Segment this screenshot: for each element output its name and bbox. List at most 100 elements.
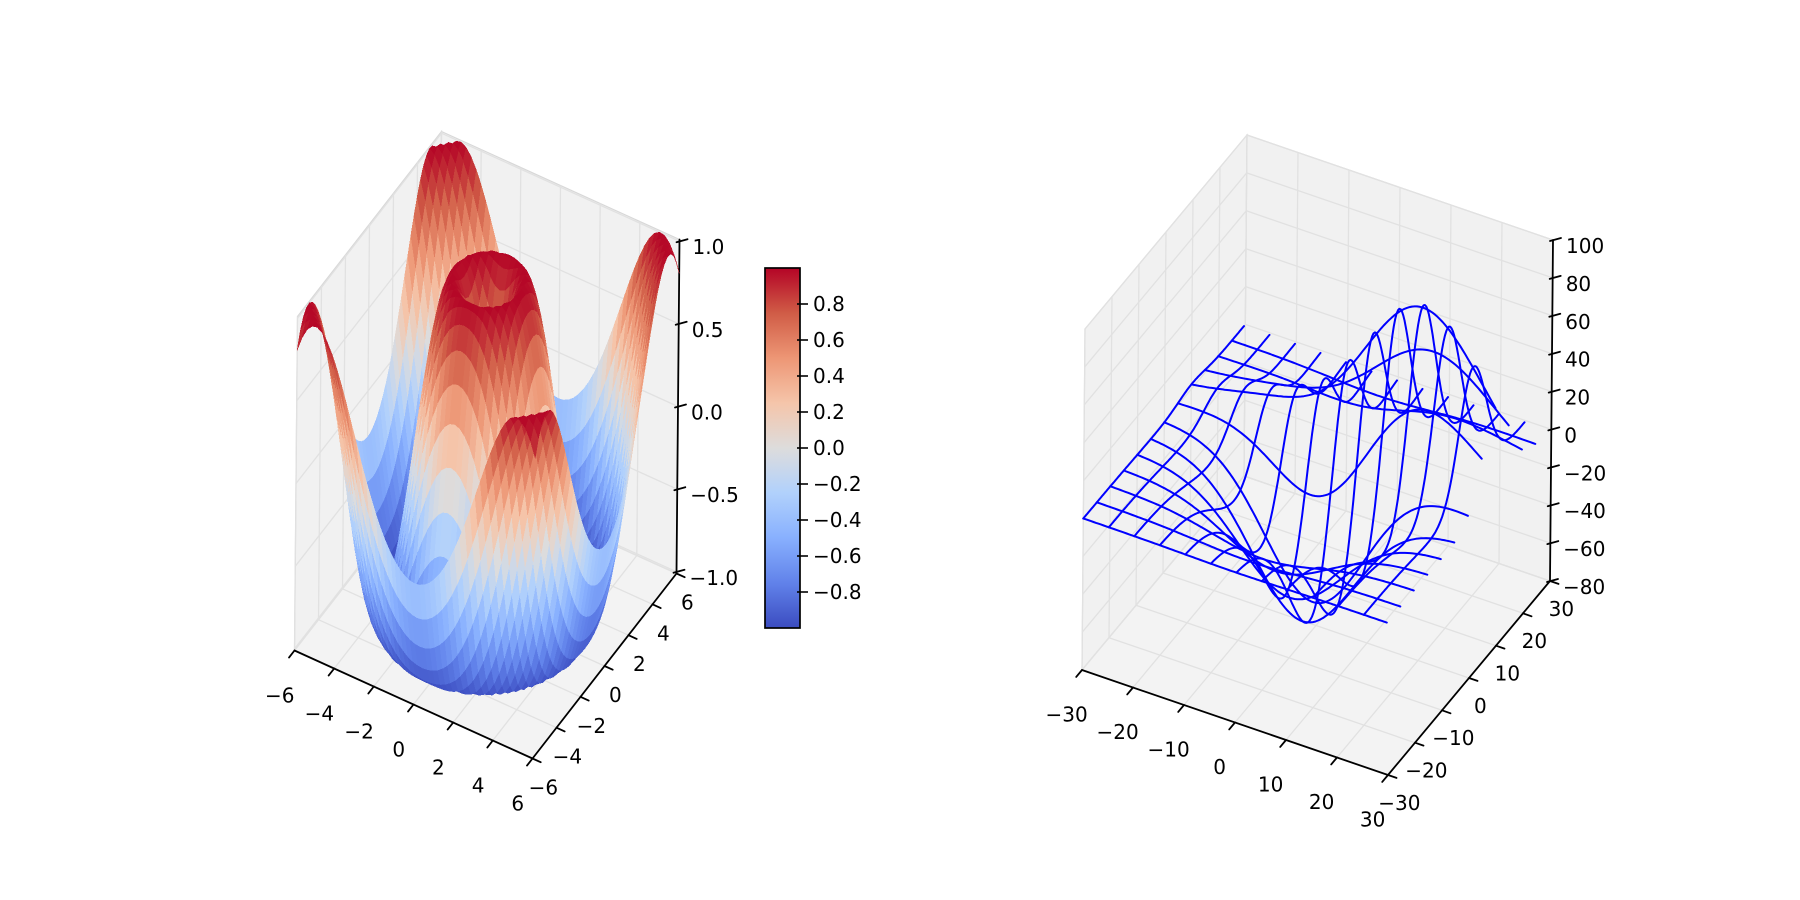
z-tick-label: −60 [1563, 537, 1605, 561]
x-tick [367, 685, 375, 695]
z-tick [1546, 578, 1559, 583]
surface-mesh [296, 140, 680, 696]
z-tick-label: −0.5 [690, 483, 739, 507]
x-tick [486, 739, 494, 749]
y-tick-label: 20 [1522, 629, 1547, 653]
x-tick [1126, 686, 1134, 696]
grid-line [1135, 264, 1140, 606]
grid-line [1083, 248, 1247, 444]
grid-line [296, 132, 443, 319]
z-tick [672, 568, 686, 574]
grid-line [1345, 169, 1350, 512]
z-tick [673, 486, 687, 492]
x-tick-label: 0 [1213, 755, 1226, 779]
z-tick-label: 80 [1566, 272, 1591, 296]
x-tick-label: −2 [344, 719, 373, 743]
wireframe-mesh [1082, 304, 1537, 624]
axes-panes [1080, 133, 1554, 776]
grid-line [1245, 285, 1552, 393]
y-tick-label: 2 [633, 652, 646, 676]
colorbar-tick-label: −0.2 [813, 472, 862, 496]
wireframe-line [1107, 333, 1271, 529]
x-tick-label: 10 [1258, 772, 1283, 796]
x-tick-label: −6 [265, 683, 294, 707]
wireframe-line [1235, 358, 1398, 624]
colorbar: 0.8 0.6 0.4 0.2 0.0 −0.2 −0.4 −0.6 −0.8 [764, 267, 862, 629]
x-tick-label: 6 [511, 791, 524, 815]
grid-line [1083, 286, 1247, 482]
x-tick [1075, 669, 1083, 678]
y-tick-label: 6 [681, 591, 694, 615]
x-tick [1330, 756, 1338, 766]
y-tick-label: 30 [1549, 597, 1574, 621]
y-tick [675, 572, 686, 579]
colorbar-tick-label: 0.2 [813, 400, 845, 424]
z-tick-label: −20 [1564, 461, 1606, 485]
x-tick [1381, 774, 1389, 783]
y-tick-label: 10 [1495, 662, 1520, 686]
y-tick [1414, 741, 1425, 747]
y-tick-label: −10 [1432, 726, 1474, 750]
x-tick-label: 2 [432, 755, 445, 779]
y-tick [603, 665, 614, 671]
y-tick-label: 4 [657, 621, 670, 645]
z-tick [1547, 464, 1560, 470]
z-tick [1548, 312, 1562, 318]
z-tick-label: −80 [1563, 575, 1605, 599]
grid-line [1108, 296, 1113, 638]
x-tick [407, 703, 415, 713]
x-tick [327, 667, 336, 677]
z-tick [674, 403, 687, 409]
wireframe-line [1311, 304, 1475, 599]
wireframe-line [1337, 325, 1500, 608]
grid-line [1135, 604, 1443, 711]
colorbar-tick-label: 0.4 [813, 364, 845, 388]
z-tick [674, 320, 688, 326]
wireframe-line [1133, 342, 1296, 538]
grid-line [1189, 199, 1194, 541]
colorbar-tick-label: −0.6 [813, 544, 862, 568]
grid-line [1243, 475, 1551, 582]
x-tick-label: 30 [1360, 807, 1385, 831]
grid-line [1294, 152, 1299, 494]
grid-line [1083, 210, 1247, 406]
x-tick [526, 757, 534, 767]
y-tick [1495, 644, 1506, 650]
z-tick [1547, 388, 1561, 394]
grid-line [1082, 361, 1246, 557]
grid-line [1246, 210, 1553, 317]
wireframe-line [1158, 351, 1322, 547]
x-tick-label: 20 [1309, 790, 1334, 814]
wireframe-plot: −30−20−100102030−30−20−100102030−80−60−4… [1045, 133, 1606, 831]
x-tick [1279, 739, 1287, 748]
grid-line [1162, 572, 1470, 679]
x-tick-label: −20 [1096, 720, 1138, 744]
y-tick [1441, 709, 1452, 715]
grid-line [1498, 222, 1503, 564]
y-tick [531, 757, 542, 764]
z-tick [1547, 426, 1561, 432]
wireframe-line [1286, 307, 1449, 591]
y-tick-label: −6 [529, 776, 558, 800]
z-tick-label: 0 [1564, 423, 1577, 447]
wireframe-line [1209, 370, 1373, 600]
grid-line [1081, 328, 1086, 671]
x-tick [1177, 704, 1185, 713]
grid-line [1082, 399, 1246, 595]
grid-line [1246, 172, 1553, 279]
y-tick-label: 0 [1474, 694, 1487, 718]
y-tick-label: −20 [1405, 759, 1447, 783]
z-axis-line [1549, 239, 1554, 582]
grid-line [1243, 134, 1248, 477]
grid-line [1396, 187, 1401, 529]
x-tick [446, 721, 455, 731]
grid-line [1244, 437, 1551, 544]
axes-lines: −30−20−100102030−30−20−100102030−80−60−4… [1045, 234, 1606, 831]
y-tick [555, 726, 566, 733]
z-tick [1546, 540, 1560, 545]
z-tick-label: 40 [1565, 348, 1590, 372]
y-tick [1522, 612, 1533, 618]
